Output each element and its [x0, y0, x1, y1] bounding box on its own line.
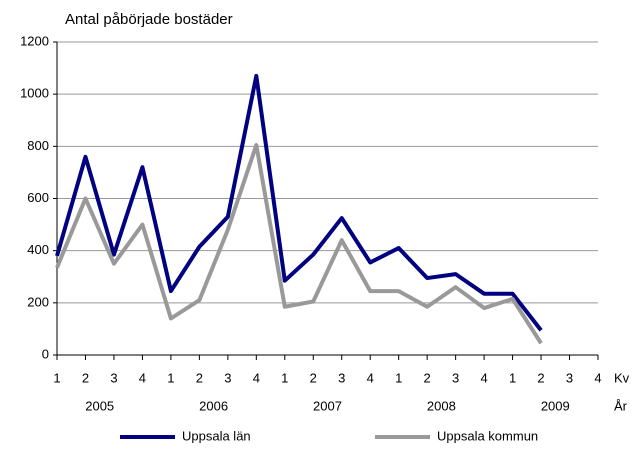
y-tick-label: 600: [27, 190, 49, 205]
x-tick-label: 4: [139, 370, 146, 385]
x-tick-label: 4: [480, 370, 487, 385]
y-tick-label: 0: [42, 346, 49, 361]
year-axis-label: År: [614, 398, 628, 413]
x-tick-label: 2: [82, 370, 89, 385]
x-tick-label: 3: [338, 370, 345, 385]
x-tick-label: 4: [594, 370, 601, 385]
x-axis-label: Kv: [614, 370, 630, 385]
y-tick-label: 1000: [20, 86, 49, 101]
legend-label: Uppsala kommun: [437, 428, 538, 443]
x-tick-label: 1: [395, 370, 402, 385]
y-tick-label: 800: [27, 138, 49, 153]
x-tick-label: 2: [310, 370, 317, 385]
x-tick-label: 3: [566, 370, 573, 385]
series-line: [55, 143, 543, 345]
x-tick-label: 3: [452, 370, 459, 385]
x-tick-label: 2: [537, 370, 544, 385]
series-line: [55, 73, 543, 332]
year-label: 2009: [541, 398, 570, 413]
x-tick-label: 3: [110, 370, 117, 385]
x-tick-label: 1: [53, 370, 60, 385]
x-tick-label: 2: [196, 370, 203, 385]
x-tick-label: 1: [281, 370, 288, 385]
x-tick-label: 4: [367, 370, 374, 385]
legend-label: Uppsala län: [182, 428, 251, 443]
x-tick-label: 4: [253, 370, 260, 385]
x-tick-label: 2: [424, 370, 431, 385]
year-label: 2006: [199, 398, 228, 413]
x-tick-label: 1: [167, 370, 174, 385]
year-label: 2007: [313, 398, 342, 413]
x-tick-label: 3: [224, 370, 231, 385]
y-tick-label: 400: [27, 242, 49, 257]
chart-title: Antal påbörjade bostäder: [65, 11, 233, 28]
year-label: 2005: [85, 398, 114, 413]
y-tick-label: 1200: [20, 33, 49, 48]
y-tick-label: 200: [27, 294, 49, 309]
x-tick-label: 1: [509, 370, 516, 385]
year-label: 2008: [427, 398, 456, 413]
